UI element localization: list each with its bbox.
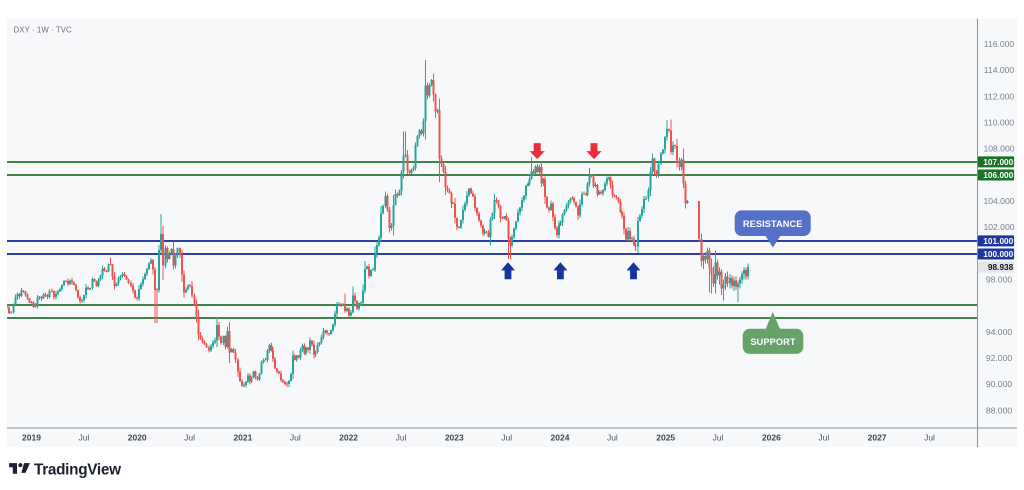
svg-text:106.000: 106.000 — [983, 170, 1013, 180]
svg-text:TradingView: TradingView — [34, 462, 121, 479]
svg-text:92.000: 92.000 — [986, 353, 1013, 363]
svg-text:114.000: 114.000 — [984, 65, 1015, 75]
svg-text:108.000: 108.000 — [983, 144, 1014, 154]
svg-text:107.000: 107.000 — [983, 157, 1013, 167]
svg-text:Jul: Jul — [396, 433, 407, 443]
svg-text:2022: 2022 — [339, 433, 358, 443]
svg-text:DXY · 1W · TVC: DXY · 1W · TVC — [14, 25, 73, 34]
svg-text:88.000: 88.000 — [986, 405, 1013, 415]
svg-text:116.000: 116.000 — [984, 39, 1015, 49]
svg-text:Jul: Jul — [501, 433, 512, 443]
svg-text:2027: 2027 — [868, 433, 887, 443]
svg-text:102.000: 102.000 — [983, 222, 1014, 232]
svg-text:2025: 2025 — [656, 433, 675, 443]
svg-text:2019: 2019 — [22, 433, 41, 443]
svg-text:Jul: Jul — [290, 433, 301, 443]
svg-text:SUPPORT: SUPPORT — [750, 337, 795, 347]
svg-text:101.000: 101.000 — [983, 236, 1013, 246]
svg-text:Jul: Jul — [78, 433, 89, 443]
svg-text:98.000: 98.000 — [986, 275, 1013, 285]
svg-text:100.000: 100.000 — [983, 249, 1013, 259]
svg-text:2021: 2021 — [233, 433, 252, 443]
svg-text:112.000: 112.000 — [984, 91, 1015, 101]
svg-text:104.000: 104.000 — [983, 196, 1014, 206]
svg-text:2020: 2020 — [128, 433, 147, 443]
svg-text:94.000: 94.000 — [986, 327, 1013, 337]
svg-text:Jul: Jul — [713, 433, 724, 443]
svg-text:RESISTANCE: RESISTANCE — [743, 219, 803, 229]
svg-text:Jul: Jul — [184, 433, 195, 443]
svg-text:110.000: 110.000 — [984, 118, 1015, 128]
svg-text:Jul: Jul — [924, 433, 935, 443]
svg-text:98.938: 98.938 — [988, 262, 1014, 272]
svg-text:2024: 2024 — [551, 433, 570, 443]
svg-text:2023: 2023 — [445, 433, 464, 443]
svg-text:2026: 2026 — [762, 433, 781, 443]
svg-text:Jul: Jul — [818, 433, 829, 443]
svg-text:Jul: Jul — [607, 433, 618, 443]
svg-text:90.000: 90.000 — [986, 379, 1013, 389]
